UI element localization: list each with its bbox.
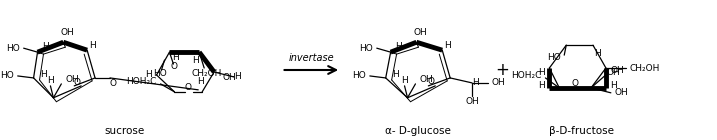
- Text: H: H: [42, 42, 49, 51]
- Text: H: H: [395, 42, 402, 51]
- Text: H: H: [538, 68, 545, 77]
- Text: HO: HO: [0, 71, 14, 80]
- Text: OH: OH: [419, 75, 433, 84]
- Text: O: O: [74, 78, 81, 87]
- Text: CH₂OH: CH₂OH: [192, 69, 222, 78]
- Text: OH: OH: [492, 78, 505, 87]
- Text: O: O: [171, 62, 178, 71]
- Text: H: H: [402, 76, 408, 85]
- Text: O: O: [428, 77, 435, 86]
- Text: OH: OH: [222, 74, 236, 82]
- Text: H: H: [473, 78, 480, 87]
- Text: HO: HO: [352, 71, 366, 80]
- Text: H: H: [146, 70, 152, 80]
- Text: invertase: invertase: [288, 53, 334, 63]
- Text: α- D-glucose: α- D-glucose: [384, 127, 450, 136]
- Text: HO: HO: [6, 44, 19, 53]
- Text: H: H: [610, 81, 617, 90]
- Text: O: O: [185, 83, 192, 92]
- Text: HOH₂C: HOH₂C: [511, 71, 541, 80]
- Text: OH: OH: [465, 97, 479, 106]
- Text: H: H: [444, 41, 450, 50]
- Text: H: H: [40, 70, 47, 80]
- Text: H: H: [197, 77, 204, 86]
- Text: HO: HO: [548, 53, 561, 62]
- Text: OH: OH: [414, 28, 427, 37]
- Text: OH: OH: [615, 88, 629, 97]
- Text: H: H: [234, 72, 242, 81]
- Text: H: H: [47, 76, 54, 85]
- Text: H: H: [172, 53, 179, 62]
- Text: H: H: [89, 41, 95, 50]
- Text: H: H: [192, 56, 199, 65]
- Text: CH₂OH: CH₂OH: [630, 64, 660, 73]
- Text: O: O: [571, 79, 579, 88]
- Text: OH: OH: [65, 75, 79, 84]
- Text: β-D-fructose: β-D-fructose: [549, 127, 614, 136]
- Text: H: H: [594, 49, 602, 58]
- Text: HO: HO: [359, 44, 373, 53]
- Text: H: H: [392, 70, 399, 80]
- Text: +: +: [495, 61, 508, 79]
- Text: HOH₂C: HOH₂C: [126, 77, 156, 86]
- Text: OH: OH: [607, 68, 621, 77]
- Text: HO: HO: [153, 69, 166, 78]
- Text: OH: OH: [611, 66, 625, 74]
- Text: sucrose: sucrose: [105, 127, 145, 136]
- Text: H: H: [538, 81, 545, 90]
- Text: OH: OH: [60, 28, 74, 37]
- Text: O: O: [110, 79, 116, 88]
